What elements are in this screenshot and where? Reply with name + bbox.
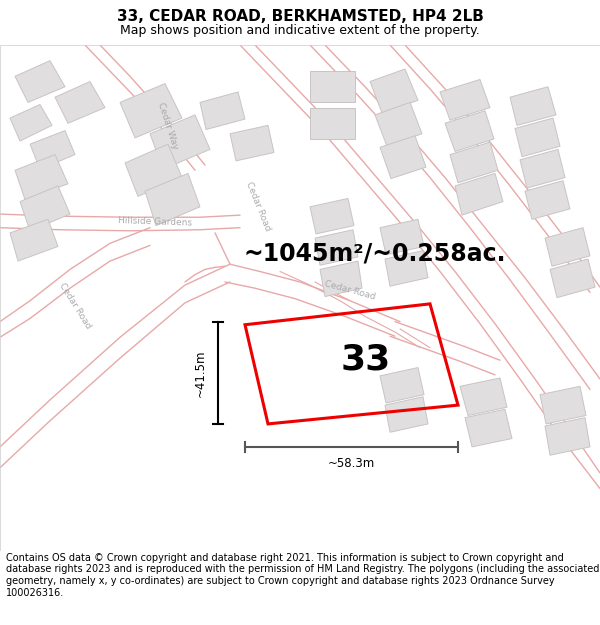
Polygon shape — [455, 173, 503, 215]
Text: Cedar Road: Cedar Road — [323, 279, 376, 301]
Polygon shape — [15, 61, 65, 102]
Polygon shape — [10, 104, 52, 141]
Text: 33, CEDAR ROAD, BERKHAMSTED, HP4 2LB: 33, CEDAR ROAD, BERKHAMSTED, HP4 2LB — [116, 9, 484, 24]
Text: ~41.5m: ~41.5m — [193, 349, 206, 396]
Polygon shape — [20, 186, 70, 231]
Text: 33: 33 — [340, 342, 391, 376]
Text: Map shows position and indicative extent of the property.: Map shows position and indicative extent… — [120, 24, 480, 37]
Polygon shape — [55, 81, 105, 123]
Polygon shape — [125, 144, 182, 196]
Polygon shape — [545, 228, 590, 266]
Text: Hillside Gardens: Hillside Gardens — [118, 216, 192, 227]
Text: ~58.3m: ~58.3m — [328, 457, 375, 470]
Polygon shape — [515, 118, 560, 157]
Polygon shape — [525, 181, 570, 219]
Polygon shape — [15, 154, 68, 199]
Polygon shape — [30, 131, 75, 169]
Polygon shape — [450, 142, 498, 182]
Polygon shape — [370, 69, 418, 113]
Polygon shape — [310, 107, 355, 139]
Polygon shape — [230, 126, 274, 161]
Text: Cedar Road: Cedar Road — [244, 181, 272, 232]
Polygon shape — [520, 149, 565, 188]
Polygon shape — [385, 251, 428, 286]
Polygon shape — [380, 219, 424, 255]
Polygon shape — [310, 199, 354, 234]
Polygon shape — [10, 219, 58, 261]
Polygon shape — [320, 261, 362, 296]
Polygon shape — [540, 386, 586, 424]
Polygon shape — [445, 111, 494, 151]
Polygon shape — [120, 84, 182, 138]
Polygon shape — [510, 87, 556, 126]
Text: Cedar Way: Cedar Way — [156, 101, 180, 150]
Polygon shape — [460, 378, 507, 416]
Text: ~1045m²/~0.258ac.: ~1045m²/~0.258ac. — [244, 242, 506, 266]
Polygon shape — [545, 418, 590, 455]
Text: Contains OS data © Crown copyright and database right 2021. This information is : Contains OS data © Crown copyright and d… — [6, 552, 599, 598]
Polygon shape — [315, 230, 358, 265]
Polygon shape — [375, 102, 422, 146]
Polygon shape — [380, 368, 424, 403]
Polygon shape — [380, 136, 426, 179]
Polygon shape — [310, 71, 355, 102]
Polygon shape — [550, 259, 595, 298]
Polygon shape — [465, 409, 512, 447]
Polygon shape — [200, 92, 245, 129]
Polygon shape — [150, 115, 210, 169]
Polygon shape — [440, 79, 490, 120]
Polygon shape — [145, 173, 200, 226]
Text: Cedar Road: Cedar Road — [58, 281, 92, 331]
Polygon shape — [385, 397, 428, 432]
